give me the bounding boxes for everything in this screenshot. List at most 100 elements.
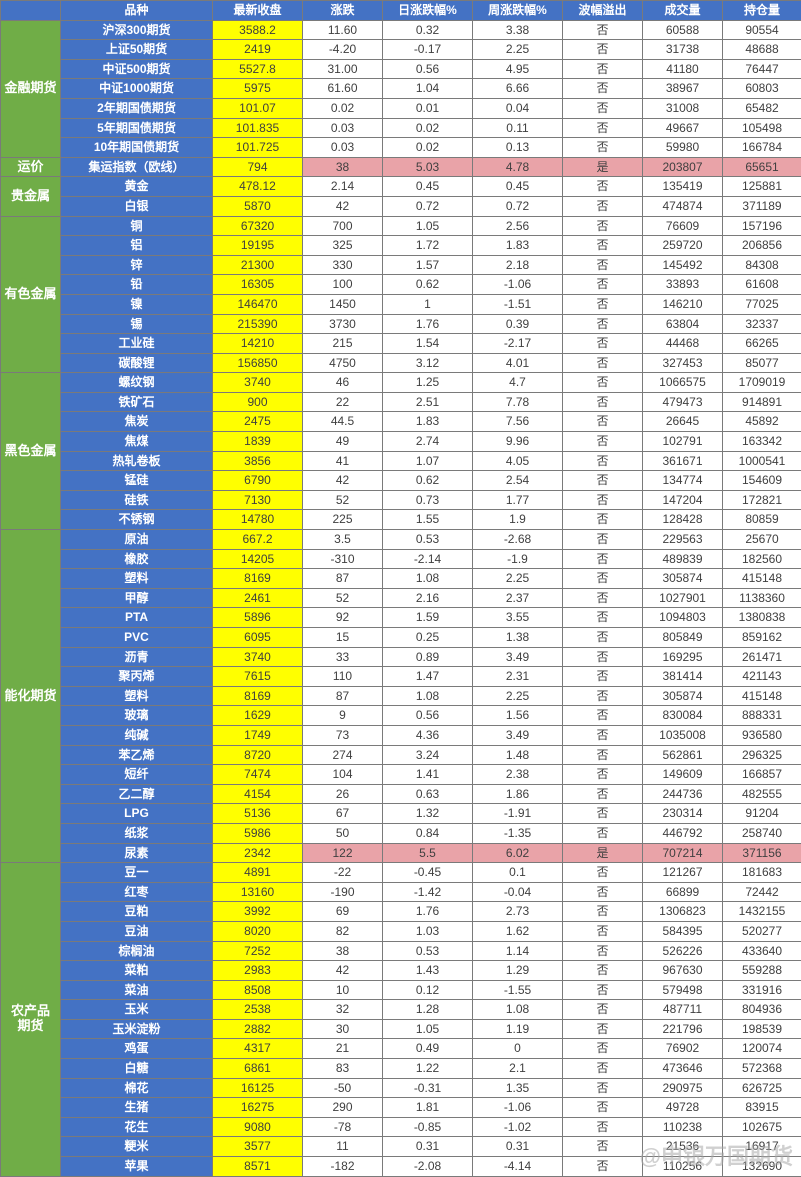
- table-row: 中证500期货5527.831.000.564.95否4118076447: [1, 59, 801, 79]
- data-cell: 149609: [643, 765, 723, 785]
- category-cell: 运价: [1, 157, 61, 177]
- data-cell: 87: [303, 569, 383, 589]
- data-cell: 225: [303, 510, 383, 530]
- data-cell: 63804: [643, 314, 723, 334]
- table-row: 苯乙烯87202743.241.48否562861296325: [1, 745, 801, 765]
- data-cell: 65651: [723, 157, 801, 177]
- data-cell: 65482: [723, 98, 801, 118]
- data-cell: 0.56: [383, 59, 473, 79]
- data-cell: 0: [473, 1039, 563, 1059]
- table-row: 棉花16125-50-0.311.35否290975626725: [1, 1078, 801, 1098]
- data-cell: 120074: [723, 1039, 801, 1059]
- data-cell: 否: [563, 549, 643, 569]
- product-name: 塑料: [61, 569, 213, 589]
- data-cell: 1.9: [473, 510, 563, 530]
- product-name: 豆一: [61, 863, 213, 883]
- data-cell: 83: [303, 1059, 383, 1079]
- data-cell: 26: [303, 784, 383, 804]
- data-cell: 31.00: [303, 59, 383, 79]
- table-row: 鸡蛋4317210.490否76902120074: [1, 1039, 801, 1059]
- close-price: 5986: [213, 823, 303, 843]
- data-cell: 82: [303, 921, 383, 941]
- data-cell: 134774: [643, 471, 723, 491]
- close-price: 6861: [213, 1059, 303, 1079]
- data-cell: 否: [563, 667, 643, 687]
- data-cell: 否: [563, 1039, 643, 1059]
- header-8: 持仓量: [723, 1, 801, 21]
- data-cell: 290975: [643, 1078, 723, 1098]
- product-name: 工业硅: [61, 334, 213, 354]
- product-name: PTA: [61, 608, 213, 628]
- close-price: 13160: [213, 882, 303, 902]
- data-cell: 0.12: [383, 980, 473, 1000]
- product-name: 10年期国债期货: [61, 138, 213, 158]
- table-row: 橡胶14205-310-2.14-1.9否489839182560: [1, 549, 801, 569]
- product-name: 玉米: [61, 1000, 213, 1020]
- data-cell: 25670: [723, 530, 801, 550]
- data-cell: -1.06: [473, 1098, 563, 1118]
- data-cell: -22: [303, 863, 383, 883]
- data-cell: 967630: [643, 961, 723, 981]
- table-row: 工业硅142102151.54-2.17否4446866265: [1, 334, 801, 354]
- close-price: 9080: [213, 1117, 303, 1137]
- product-name: 黄金: [61, 177, 213, 197]
- table-row: 运价集运指数（欧线）794385.034.78是20380765651: [1, 157, 801, 177]
- data-cell: 0.84: [383, 823, 473, 843]
- data-cell: 0.01: [383, 98, 473, 118]
- data-cell: 325: [303, 236, 383, 256]
- data-cell: 421143: [723, 667, 801, 687]
- data-cell: 296325: [723, 745, 801, 765]
- product-name: 豆油: [61, 921, 213, 941]
- product-name: 豆粕: [61, 902, 213, 922]
- data-cell: 2.54: [473, 471, 563, 491]
- data-cell: 否: [563, 569, 643, 589]
- close-price: 2983: [213, 961, 303, 981]
- product-name: 苹果: [61, 1157, 213, 1177]
- data-cell: -0.04: [473, 882, 563, 902]
- data-cell: 73: [303, 725, 383, 745]
- data-cell: 否: [563, 608, 643, 628]
- data-cell: 1.59: [383, 608, 473, 628]
- data-cell: 33893: [643, 275, 723, 295]
- data-cell: -78: [303, 1117, 383, 1137]
- data-cell: 0.02: [383, 138, 473, 158]
- data-cell: 707214: [643, 843, 723, 863]
- data-cell: 否: [563, 1157, 643, 1177]
- data-cell: 60588: [643, 20, 723, 40]
- data-cell: 1.28: [383, 1000, 473, 1020]
- product-name: 螺纹钢: [61, 373, 213, 393]
- data-cell: 否: [563, 588, 643, 608]
- product-name: 铁矿石: [61, 392, 213, 412]
- data-cell: 2.1: [473, 1059, 563, 1079]
- data-cell: 否: [563, 706, 643, 726]
- close-price: 16275: [213, 1098, 303, 1118]
- data-cell: 4.7: [473, 373, 563, 393]
- close-price: 8720: [213, 745, 303, 765]
- data-cell: 914891: [723, 392, 801, 412]
- data-cell: 41180: [643, 59, 723, 79]
- header-4: 日涨跌幅%: [383, 1, 473, 21]
- data-cell: 805849: [643, 628, 723, 648]
- data-cell: 572368: [723, 1059, 801, 1079]
- product-name: 菜粕: [61, 961, 213, 981]
- close-price: 478.12: [213, 177, 303, 197]
- data-cell: 否: [563, 784, 643, 804]
- product-name: 鸡蛋: [61, 1039, 213, 1059]
- data-cell: 0.62: [383, 471, 473, 491]
- futures-table: 品种最新收盘涨跌日涨跌幅%周涨跌幅%波幅溢出成交量持仓量 金融期货沪深300期货…: [0, 0, 801, 1177]
- data-cell: 4.78: [473, 157, 563, 177]
- data-cell: 166784: [723, 138, 801, 158]
- product-name: 聚丙烯: [61, 667, 213, 687]
- close-price: 3740: [213, 647, 303, 667]
- close-price: 146470: [213, 294, 303, 314]
- table-row: 金融期货沪深300期货3588.211.600.323.38否605889055…: [1, 20, 801, 40]
- data-cell: 121267: [643, 863, 723, 883]
- data-cell: 否: [563, 1117, 643, 1137]
- table-row: 焦炭247544.51.837.56否2664545892: [1, 412, 801, 432]
- close-price: 5896: [213, 608, 303, 628]
- data-cell: 936580: [723, 725, 801, 745]
- table-row: 不锈钢147802251.551.9否12842880859: [1, 510, 801, 530]
- close-price: 900: [213, 392, 303, 412]
- product-name: 纸浆: [61, 823, 213, 843]
- data-cell: 102675: [723, 1117, 801, 1137]
